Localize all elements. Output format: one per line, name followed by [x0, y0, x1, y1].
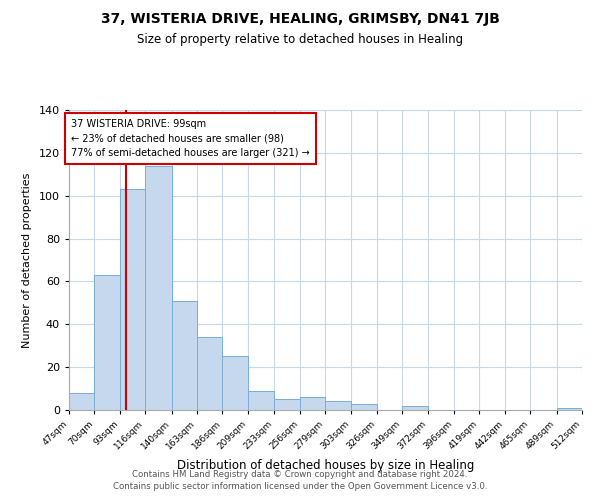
- Text: Contains HM Land Registry data © Crown copyright and database right 2024.: Contains HM Land Registry data © Crown c…: [132, 470, 468, 479]
- X-axis label: Distribution of detached houses by size in Healing: Distribution of detached houses by size …: [177, 460, 474, 472]
- Bar: [172, 300, 197, 410]
- Text: 37, WISTERIA DRIVE, HEALING, GRIMSBY, DN41 7JB: 37, WISTERIA DRIVE, HEALING, GRIMSBY, DN…: [101, 12, 499, 26]
- Text: Contains public sector information licensed under the Open Government Licence v3: Contains public sector information licen…: [113, 482, 487, 491]
- Bar: [274, 400, 299, 410]
- Bar: [248, 390, 274, 410]
- Bar: [69, 393, 94, 410]
- Bar: [325, 402, 352, 410]
- Bar: [402, 406, 428, 410]
- Bar: [352, 404, 377, 410]
- Y-axis label: Number of detached properties: Number of detached properties: [22, 172, 32, 348]
- Text: 37 WISTERIA DRIVE: 99sqm
← 23% of detached houses are smaller (98)
77% of semi-d: 37 WISTERIA DRIVE: 99sqm ← 23% of detach…: [71, 118, 310, 158]
- Bar: [120, 190, 145, 410]
- Bar: [223, 356, 248, 410]
- Bar: [145, 166, 172, 410]
- Bar: [557, 408, 582, 410]
- Text: Size of property relative to detached houses in Healing: Size of property relative to detached ho…: [137, 32, 463, 46]
- Bar: [94, 275, 120, 410]
- Bar: [197, 337, 223, 410]
- Bar: [299, 397, 325, 410]
